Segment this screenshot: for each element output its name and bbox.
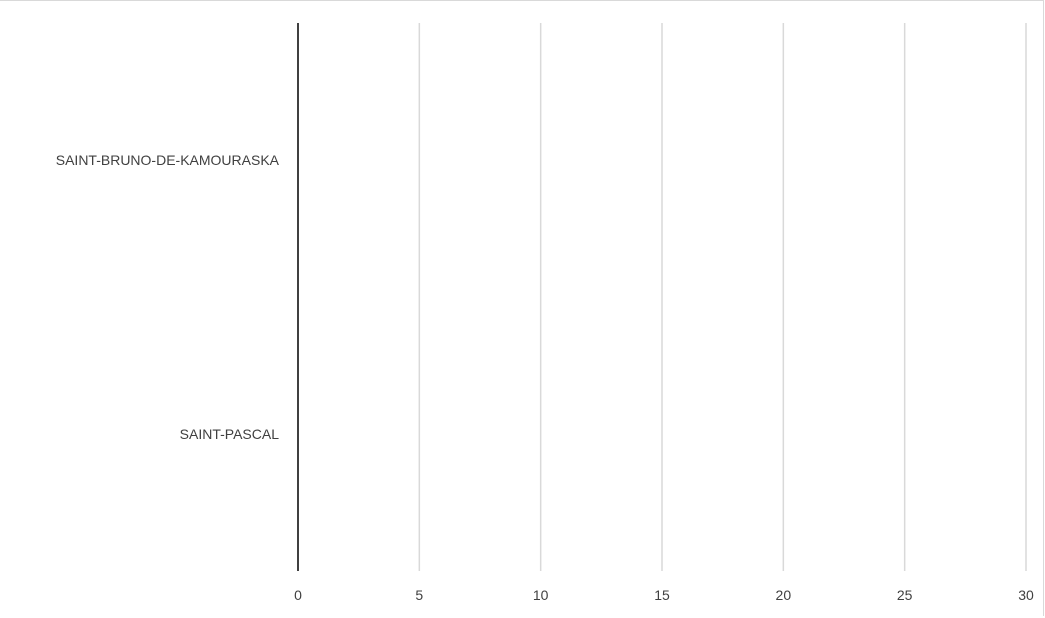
x-tick-label: 20 — [776, 587, 792, 603]
x-tick-label: 10 — [533, 587, 549, 603]
x-tick-label: 25 — [897, 587, 913, 603]
gridlines — [418, 23, 1027, 571]
x-tick-label: 15 — [654, 587, 670, 603]
category-label: SAINT-BRUNO-DE-KAMOURASKA — [56, 152, 280, 168]
x-tick-label: 30 — [1018, 587, 1034, 603]
x-tick-label: 5 — [415, 587, 423, 603]
x-tick-label: 0 — [294, 587, 302, 603]
category-labels: SAINT-PASCAL SAINT-BRUNO-DE-KAMOURASKA — [56, 152, 280, 442]
category-label: SAINT-PASCAL — [180, 426, 280, 442]
x-tick-labels: 0 5 10 15 20 25 30 — [294, 587, 1034, 603]
